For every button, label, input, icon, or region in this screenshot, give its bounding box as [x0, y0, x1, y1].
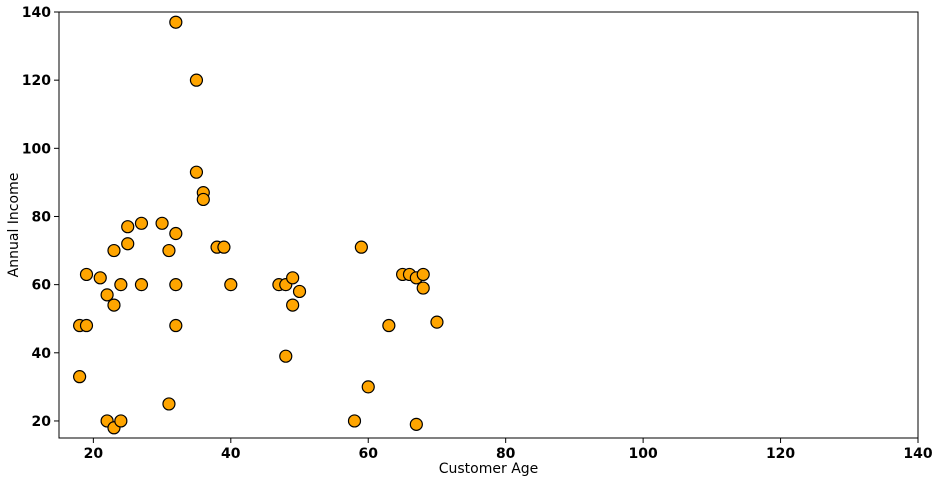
- scatter-point: [155, 216, 169, 230]
- plot-frame: [58, 11, 919, 439]
- scatter-point: [292, 284, 307, 299]
- scatter-point: [162, 243, 176, 258]
- scatter-point: [354, 240, 368, 254]
- x-tick-label: 80: [496, 446, 516, 462]
- scatter-point: [169, 278, 183, 292]
- scatter-point: [409, 417, 423, 431]
- scatter-point: [189, 165, 204, 179]
- scatter-point: [79, 318, 94, 333]
- y-tick-label: 40: [32, 346, 52, 362]
- y-tick-label: 20: [32, 414, 52, 430]
- y-tick-label: 100: [22, 141, 51, 157]
- scatter-point: [114, 278, 128, 292]
- scatter-point: [286, 298, 300, 312]
- scatter-point: [430, 315, 444, 329]
- scatter-point: [361, 380, 375, 394]
- scatter-point: [169, 318, 183, 333]
- scatter-point: [217, 240, 231, 254]
- x-tick-label: 100: [629, 446, 658, 462]
- x-tick-label: 120: [766, 446, 795, 462]
- y-tick-label: 140: [22, 5, 51, 21]
- scatter-point: [286, 271, 300, 285]
- scatter-point: [169, 226, 183, 241]
- scatter-point: [196, 192, 210, 207]
- scatter-point: [100, 288, 114, 302]
- y-tick-label: 80: [32, 209, 52, 225]
- scatter-point: [162, 397, 176, 411]
- scatter-point: [224, 278, 238, 292]
- scatter-point: [189, 73, 204, 87]
- scatter-point: [134, 216, 149, 230]
- x-tick-label: 60: [358, 446, 378, 462]
- y-tick-label: 60: [32, 278, 52, 294]
- scatter-point: [416, 281, 430, 295]
- scatter-point: [107, 298, 121, 312]
- scatter-point: [279, 349, 293, 363]
- scatter-point: [79, 267, 94, 282]
- scatter-point: [93, 271, 107, 285]
- points-layer: [73, 15, 444, 435]
- x-tick-label: 20: [84, 446, 104, 462]
- scatter-point: [382, 318, 396, 333]
- scatter-point: [73, 370, 87, 384]
- y-tick-label: 120: [22, 73, 51, 89]
- scatter-point: [107, 243, 121, 258]
- y-axis-label: Annual Income: [6, 173, 22, 278]
- scatter-point: [416, 267, 430, 282]
- x-tick-label: 140: [903, 446, 932, 462]
- scatter-point: [121, 237, 135, 251]
- ticks-layer: 20 40 60 80 100 120 140 20 40 60 80 100 120 140: [22, 5, 933, 462]
- scatter-point: [114, 414, 128, 428]
- scatter-point: [134, 278, 149, 292]
- scatter-point: [169, 15, 183, 29]
- scatter-point: [121, 220, 135, 234]
- x-axis-label: Customer Age: [439, 461, 539, 477]
- x-tick-label: 40: [221, 446, 241, 462]
- scatter-point: [347, 414, 362, 428]
